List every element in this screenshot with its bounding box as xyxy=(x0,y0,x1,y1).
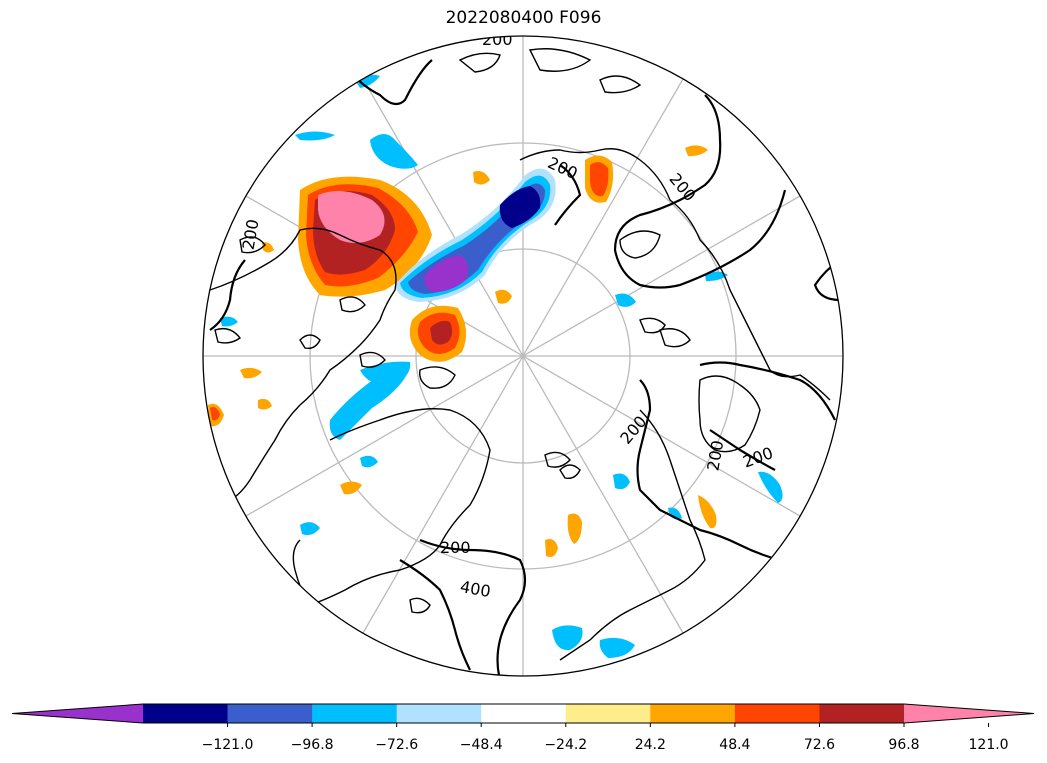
anomaly-area xyxy=(360,455,378,468)
anomaly-area xyxy=(258,398,272,410)
anomaly-area xyxy=(615,293,636,307)
colorbar-tick-label: −121.0 xyxy=(202,737,254,753)
anomaly-area xyxy=(685,145,708,157)
colorbar xyxy=(11,703,1035,724)
anomaly-area xyxy=(424,255,468,293)
colorbar-tick-label: 24.2 xyxy=(635,737,666,753)
anomaly-area xyxy=(210,406,220,421)
anomaly-area xyxy=(430,320,453,345)
colorbar-outline xyxy=(11,703,1035,724)
colorbar-tick-label: 72.6 xyxy=(804,737,835,753)
colorbar-bin xyxy=(650,704,736,723)
colorbar-tick-label: −24.2 xyxy=(544,737,587,753)
anomaly-area xyxy=(499,186,541,228)
colorbar-extend-max xyxy=(904,704,1034,723)
colorbar-tick-label: 48.4 xyxy=(719,737,750,753)
contour-label: 200 xyxy=(440,538,471,557)
anomaly-area xyxy=(300,522,320,536)
contour-label: 200 xyxy=(703,439,727,472)
colorbar-tick-label: 121.0 xyxy=(969,737,1009,753)
anomaly-area xyxy=(590,162,609,197)
anomaly-area xyxy=(567,513,582,544)
contour-label: 200 xyxy=(616,412,650,448)
colorbar-bin xyxy=(312,704,398,723)
colorbar-bin xyxy=(396,704,482,723)
anomaly-area xyxy=(360,361,411,386)
colorbar-bin xyxy=(227,704,313,723)
contour-label: 200 xyxy=(482,30,513,49)
anomaly-shading xyxy=(208,74,783,658)
anomaly-area xyxy=(318,191,385,244)
colorbar-tick-label: −72.6 xyxy=(375,737,418,753)
map-boundary xyxy=(202,35,844,677)
anomaly-area xyxy=(758,471,783,503)
anomaly-area xyxy=(698,495,717,529)
colorbar-bin xyxy=(734,704,820,723)
anomaly-area xyxy=(705,271,728,282)
anomaly-area xyxy=(340,481,362,495)
height-contours xyxy=(209,59,841,676)
anomaly-area xyxy=(240,367,262,379)
anomaly-area xyxy=(295,131,335,141)
colorbar-bin xyxy=(565,704,651,723)
anomaly-area xyxy=(495,289,512,304)
colorbar-bin xyxy=(481,704,567,723)
colorbar-bin xyxy=(143,704,229,723)
anomaly-area xyxy=(473,171,490,185)
anomaly-area xyxy=(220,316,238,327)
contour-labels: 200 200 200 200 200 200 200 200 400 xyxy=(239,30,776,601)
anomaly-area xyxy=(613,473,630,490)
contour-label: 400 xyxy=(459,577,492,601)
colorbar-tick-label: −96.8 xyxy=(291,737,334,753)
map-title: 2022080400 F096 xyxy=(445,8,602,28)
anomaly-area xyxy=(545,539,558,557)
colorbar-bin xyxy=(819,704,905,723)
colorbar-extend-min xyxy=(12,704,143,723)
colorbar-ticks: −121.0 −96.8 −72.6 −48.4 −24.2 24.2 48.4 72.6 96… xyxy=(202,723,1009,753)
colorbar-tick-label: 96.8 xyxy=(888,737,919,753)
graticule xyxy=(203,36,843,676)
colorbar-tick-label: −48.4 xyxy=(460,737,503,753)
contour-label: 200 xyxy=(239,218,263,251)
anomaly-area xyxy=(552,625,583,651)
anomaly-area xyxy=(370,134,418,169)
anomaly-area xyxy=(599,637,635,658)
